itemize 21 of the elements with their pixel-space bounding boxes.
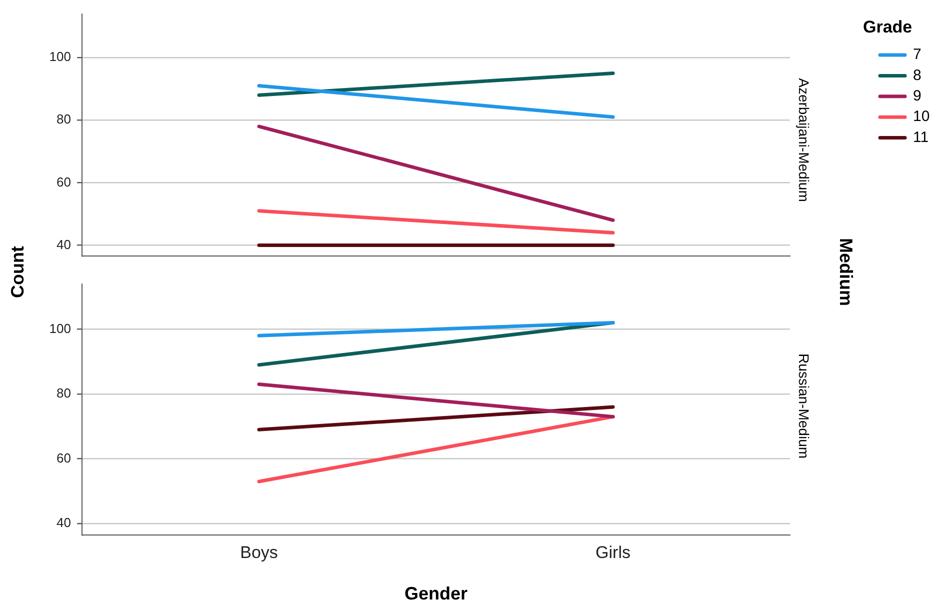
y-tick-label: 40 xyxy=(56,515,71,530)
y-tick-label: 100 xyxy=(49,49,71,64)
y-tick-label: 60 xyxy=(56,450,71,466)
y-tick-label: 80 xyxy=(56,386,71,401)
y-tick-label: 60 xyxy=(56,174,71,190)
text: Medium xyxy=(835,238,856,306)
text: Russian-Medium xyxy=(796,353,812,459)
x-tick-label: Boys xyxy=(240,542,278,562)
legend-label: 7 xyxy=(913,46,922,64)
y-tick-label: 100 xyxy=(49,320,71,336)
y-axis-title: Count xyxy=(8,246,28,298)
y-tick-label: 40 xyxy=(56,236,71,252)
x-tick-label: Girls xyxy=(596,542,630,562)
legend-label: 8 xyxy=(913,66,922,84)
legend-title: Grade xyxy=(863,18,912,37)
y-tick-label: 80 xyxy=(56,112,71,127)
x-axis-title: Gender xyxy=(404,584,468,604)
text: Azerbaijani-Medium xyxy=(796,78,812,202)
legend-label: 11 xyxy=(913,128,929,146)
legend-label: 10 xyxy=(913,108,930,126)
legend-label: 9 xyxy=(913,88,922,105)
